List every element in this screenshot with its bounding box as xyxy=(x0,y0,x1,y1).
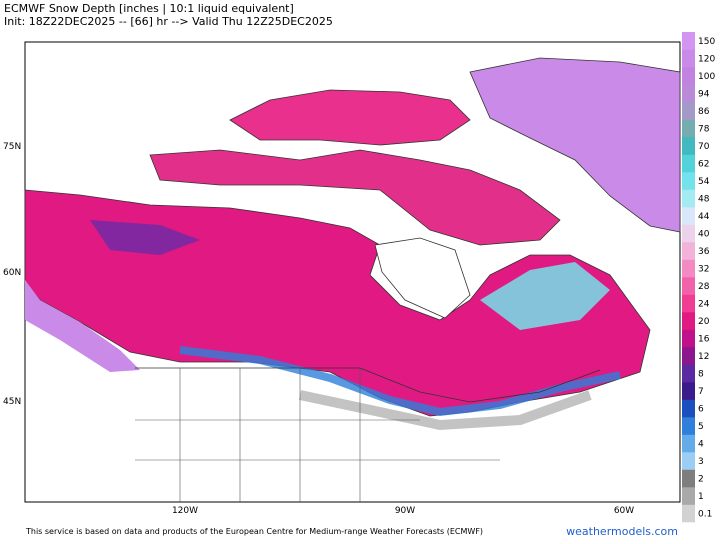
colorbar-label: 7 xyxy=(698,387,704,397)
colorbar-label: 4 xyxy=(698,439,704,449)
colorbar-swatch xyxy=(682,312,695,330)
colorbar-label: 2 xyxy=(698,474,704,484)
colorbar-swatch xyxy=(682,67,695,85)
colorbar-swatch xyxy=(682,329,695,348)
colorbar-swatch xyxy=(682,382,695,400)
lat-label: 75N xyxy=(3,142,21,152)
footer-notice: This service is based on data and produc… xyxy=(25,527,483,536)
colorbar-label: 0.1 xyxy=(698,509,712,519)
colorbar-label: 8 xyxy=(698,369,704,379)
lon-label: 120W xyxy=(172,506,198,516)
colorbar-label: 94 xyxy=(698,89,710,99)
labrador-cyan xyxy=(480,262,610,330)
colorbar-label: 48 xyxy=(698,194,710,204)
colorbar-label: 28 xyxy=(698,282,710,292)
colorbar-label: 100 xyxy=(698,72,715,82)
colorbar-label: 16 xyxy=(698,334,710,344)
colorbar-swatch xyxy=(682,224,695,243)
west-coast-lavender xyxy=(25,280,140,372)
colorbar-label: 12 xyxy=(698,352,709,362)
colorbar-swatch xyxy=(682,102,695,120)
gray-band xyxy=(298,390,592,431)
colorbar-swatch xyxy=(682,207,695,225)
colorbar-label: 3 xyxy=(698,457,704,467)
colorbar-swatch xyxy=(682,487,695,505)
colorbar-label: 20 xyxy=(698,317,710,327)
colorbar-swatch xyxy=(682,434,695,453)
arctic-islands-north xyxy=(229,89,471,146)
lat-label: 60N xyxy=(3,268,21,278)
colorbar-label: 78 xyxy=(698,124,710,134)
colorbar-label: 32 xyxy=(698,264,709,274)
colorbar: 0.11234567812162024283236404448546270788… xyxy=(682,32,715,523)
colorbar-label: 86 xyxy=(698,107,710,117)
colorbar-swatch xyxy=(682,504,695,523)
colorbar-label: 54 xyxy=(698,177,710,187)
hudson-bay xyxy=(374,237,471,319)
lon-label: 60W xyxy=(614,506,634,516)
colorbar-label: 70 xyxy=(698,142,710,152)
colorbar-swatch xyxy=(682,469,695,488)
arctic-islands-mid xyxy=(149,149,561,246)
colorbar-label: 40 xyxy=(698,229,710,239)
colorbar-swatch xyxy=(682,399,695,418)
colorbar-label: 44 xyxy=(698,212,710,222)
colorbar-label: 150 xyxy=(698,37,715,47)
colorbar-swatch xyxy=(682,417,695,435)
colorbar-swatch xyxy=(682,452,695,470)
colorbar-swatch xyxy=(682,32,695,50)
us-states xyxy=(135,368,500,502)
lon-label: 90W xyxy=(395,506,415,516)
greenland xyxy=(469,57,681,233)
lat-label: 45N xyxy=(3,397,21,407)
us-border xyxy=(135,367,601,403)
site-link: weathermodels.com xyxy=(566,525,678,538)
colorbar-swatch xyxy=(682,347,695,365)
colorbar-label: 120 xyxy=(698,54,715,64)
colorbar-label: 1 xyxy=(698,492,704,502)
colorbar-swatch xyxy=(682,84,695,103)
colorbar-label: 6 xyxy=(698,404,704,414)
colorbar-swatch xyxy=(682,242,695,260)
purple-zone xyxy=(90,220,200,255)
colorbar-label: 62 xyxy=(698,159,709,169)
colorbar-swatch xyxy=(682,364,695,383)
colorbar-swatch xyxy=(682,294,695,313)
title: ECMWF Snow Depth [inches | 10:1 liquid e… xyxy=(4,2,294,15)
colorbar-label: 24 xyxy=(698,299,710,309)
colorbar-swatch xyxy=(682,154,695,173)
colorbar-swatch xyxy=(682,259,695,278)
colorbar-label: 5 xyxy=(698,422,704,432)
colorbar-swatch xyxy=(682,119,695,138)
colorbar-swatch xyxy=(682,189,695,208)
map xyxy=(24,41,681,503)
subtitle: Init: 18Z22DEC2025 -- [66] hr --> Valid … xyxy=(4,15,333,28)
colorbar-label: 36 xyxy=(698,247,710,257)
blue-band xyxy=(179,346,621,417)
colorbar-swatch xyxy=(682,172,695,190)
colorbar-swatch xyxy=(682,137,695,155)
colorbar-swatch xyxy=(682,49,695,68)
colorbar-swatch xyxy=(682,277,695,295)
